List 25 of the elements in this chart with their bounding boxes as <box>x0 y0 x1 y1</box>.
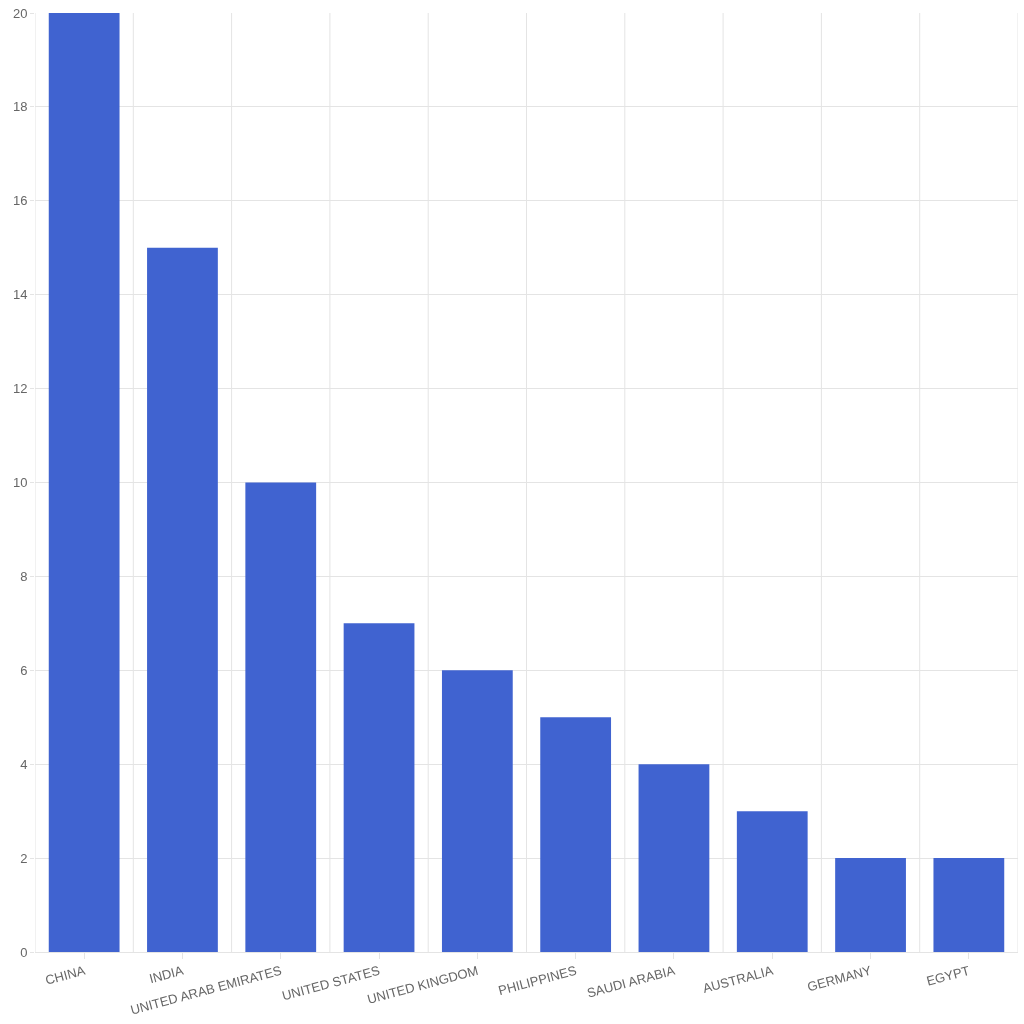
bar <box>638 764 710 952</box>
y-tick-label: 18 <box>12 99 28 115</box>
y-tick-label: 20 <box>12 5 28 21</box>
x-tick-label: EGYPT <box>924 962 972 989</box>
y-tick-label: 8 <box>20 568 28 584</box>
bar <box>835 858 906 952</box>
y-tick-label: 0 <box>20 944 28 960</box>
y-tick-label: 10 <box>12 475 28 491</box>
x-tick-label: SAUDI ARABIA <box>585 962 677 1001</box>
bar <box>540 717 612 952</box>
bar <box>441 670 513 952</box>
y-tick-label: 4 <box>20 756 28 772</box>
bar <box>933 858 1005 952</box>
y-tick-label: 14 <box>12 287 28 303</box>
y-tick-label: 12 <box>12 381 28 397</box>
bar <box>343 623 415 952</box>
bar <box>736 811 808 952</box>
y-tick-label: 16 <box>12 193 28 209</box>
bar <box>48 13 120 952</box>
x-tick-label: INDIA <box>147 962 186 987</box>
y-tick-label: 2 <box>20 850 28 866</box>
y-tick-label: 6 <box>20 662 28 678</box>
x-tick-label: CHINA <box>43 962 87 988</box>
bar <box>147 247 218 952</box>
bar <box>245 482 317 952</box>
